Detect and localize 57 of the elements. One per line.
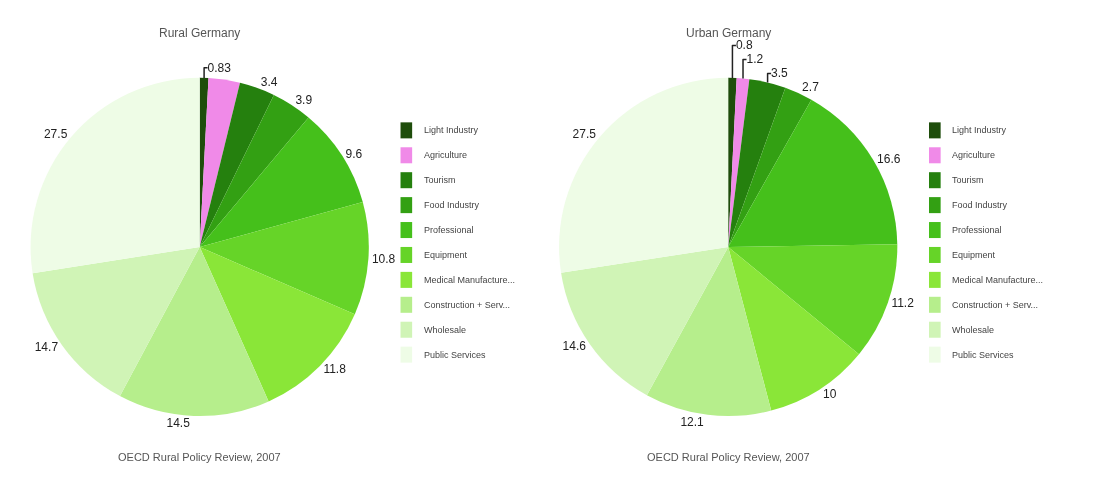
pie-slice [199,202,369,315]
legend-label: Medical Manufacture... [952,275,1044,285]
legend-label: Equipment [952,250,996,260]
data-label: 16.6 [877,151,901,166]
legend-label: Tourism [952,175,984,185]
pie-slice [559,77,729,273]
pie-slice [728,78,750,247]
data-label: 9.6 [345,146,363,161]
pie-slice [199,117,363,247]
pie-slice [119,246,269,416]
data-label: 0.8 [735,38,753,53]
legend-label: Agriculture [424,150,468,160]
pie-slice [646,246,772,417]
data-label: 3.5 [771,66,789,81]
legend-label: Equipment [424,250,468,260]
legend-label: Public Services [424,350,487,360]
data-label: 14.6 [562,339,587,354]
pie-slice [199,78,240,247]
pie-slice [199,246,355,402]
data-label: 14.7 [34,340,59,355]
pie-slice [30,77,200,274]
legend-label: Construction + Serv... [424,300,511,310]
data-label: 3.4 [260,74,278,89]
data-label: 10.8 [371,251,396,266]
data-label: 0.83 [207,60,232,75]
text: OECD Rural Policy Review, 2007 [118,451,281,463]
data-label: 2.7 [802,80,820,95]
pie-slice [561,246,729,396]
legend-label: Public Services [952,350,1015,360]
data-label: 27.5 [43,127,68,142]
legend-label: Food Industry [952,200,1008,210]
legend-label: Agriculture [952,150,996,160]
legend-label: Medical Manufacture... [424,275,516,285]
legend-label: Tourism [424,175,456,185]
chart-title: Rural Germany [159,26,241,40]
data-label: 14.5 [166,415,191,430]
data-label: 10 [823,387,837,402]
data-label: 3.9 [295,93,313,108]
pie-slice [728,99,898,247]
data-label: 27.5 [572,126,597,141]
legend-label: Professional [424,225,474,235]
chart-title: Urban Germany [686,26,772,40]
data-label: 1.2 [746,52,764,67]
legend-label: Light Industry [952,125,1007,135]
pie-slice [32,246,200,397]
data-label: 11.2 [891,296,915,311]
legend-label: Wholesale [424,325,467,335]
data-label: 12.1 [680,414,705,429]
text: OECD Rural Policy Review, 2007 [647,451,810,463]
legend-label: Wholesale [952,325,995,335]
data-label: 11.8 [323,362,347,377]
legend-label: Light Industry [424,125,479,135]
pie-slice [728,79,786,247]
legend-label: Professional [952,225,1002,235]
legend-label: Food Industry [424,200,480,210]
pie-slice [728,246,859,411]
legend-label: Construction + Serv... [952,300,1039,310]
